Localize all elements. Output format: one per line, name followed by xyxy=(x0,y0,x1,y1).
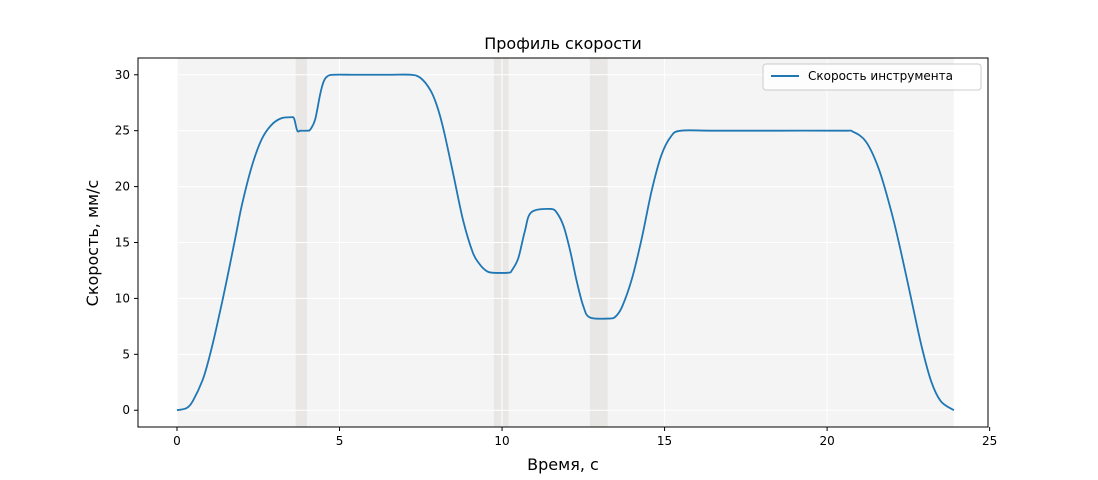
x-tick-label: 20 xyxy=(819,434,834,448)
y-tick-label: 25 xyxy=(115,124,130,138)
y-tick-label: 20 xyxy=(115,180,130,194)
series-line-1 xyxy=(176,73,955,412)
legend: Скорость инструмента xyxy=(762,63,982,91)
x-axis-ticks: 0 5 10 15 20 25 xyxy=(173,427,997,448)
x-tick-label: 10 xyxy=(494,434,509,448)
x-tick-label: 25 xyxy=(982,434,997,448)
x-tick-label: 0 xyxy=(173,434,181,448)
y-axis-label: Скорость, мм/с xyxy=(83,180,102,307)
y-tick-label: 0 xyxy=(122,403,130,417)
y-tick-label: 5 xyxy=(122,347,130,361)
grid xyxy=(138,58,991,427)
x-tick-label: 5 xyxy=(336,434,344,448)
x-axis-label: Время, с xyxy=(527,455,599,474)
chart-title: Профиль скорости xyxy=(484,34,642,53)
x-tick-label: 15 xyxy=(657,434,672,448)
y-tick-label: 10 xyxy=(115,291,130,305)
series-layer xyxy=(176,73,955,412)
y-tick-label: 15 xyxy=(115,236,130,250)
legend-entry-label: Скорость инструмента xyxy=(808,69,953,83)
legend-box xyxy=(762,63,982,91)
y-tick-label: 30 xyxy=(115,68,130,82)
y-axis-ticks: 0 5 10 15 20 25 30 xyxy=(115,68,138,417)
